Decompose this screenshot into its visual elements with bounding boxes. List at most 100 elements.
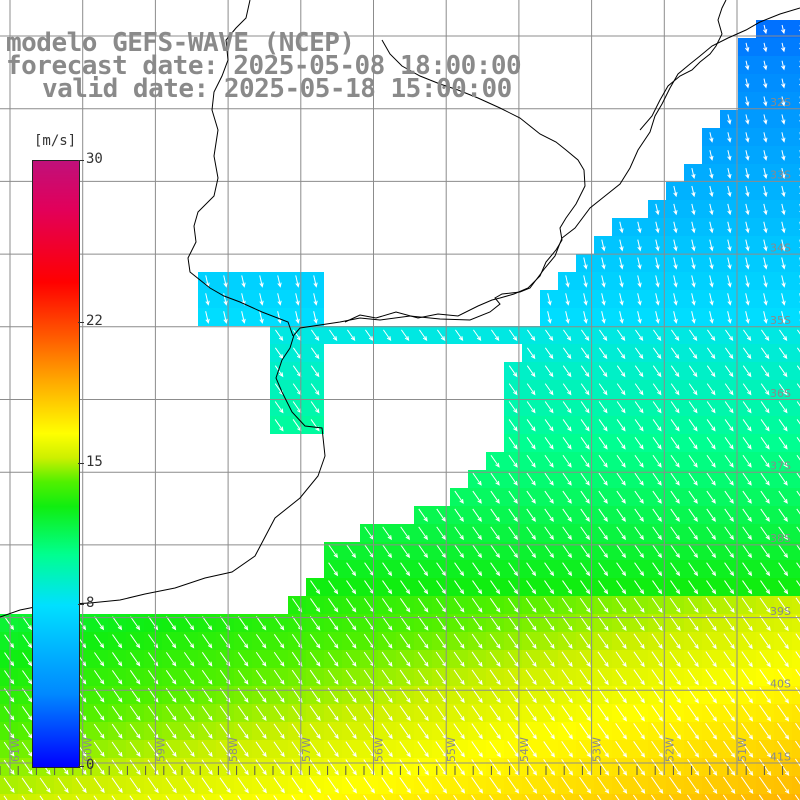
wind-arrow	[238, 616, 249, 631]
wind-arrow	[565, 293, 570, 306]
valid-date: valid date: 2025-05-18 15:00:00	[42, 74, 512, 104]
wind-arrow	[562, 544, 573, 559]
wind-arrow	[39, 777, 51, 794]
wind-arrow	[688, 562, 699, 577]
wind-arrow	[310, 365, 320, 378]
wind-arrow	[453, 705, 465, 722]
wind-cell	[720, 794, 738, 800]
wind-arrow	[561, 794, 566, 800]
wind-arrow	[722, 776, 736, 794]
wind-arrow	[165, 795, 170, 800]
wind-arrow	[616, 347, 626, 360]
wind-arrow	[130, 634, 141, 649]
wind-arrow	[598, 544, 609, 559]
wind-arrow	[763, 221, 768, 234]
wind-arrow	[472, 472, 482, 486]
wind-arrow	[763, 257, 768, 270]
wind-arrow	[3, 741, 15, 757]
wind-arrow	[634, 562, 645, 577]
wind-arrow	[273, 759, 285, 776]
wind-arrow	[129, 705, 141, 721]
wind-arrow	[94, 652, 105, 667]
wind-cell	[792, 776, 800, 794]
wind-arrow	[781, 257, 786, 270]
wind-arrow	[111, 777, 123, 794]
wind-arrow	[724, 508, 734, 522]
wind-arrow	[727, 275, 732, 288]
wind-arrow	[471, 615, 483, 631]
wind-arrow	[691, 203, 696, 216]
wind-arrow	[796, 454, 800, 461]
wind-arrow	[129, 670, 141, 685]
wind-arrow	[615, 633, 627, 650]
latitude-labels: 32S 33S 34S 35S 36S 37S 38S 39S 40S 41S	[770, 96, 791, 763]
colorbar	[32, 160, 80, 768]
wind-arrow	[399, 741, 411, 758]
wind-arrow	[724, 490, 734, 504]
wind-arrow	[471, 741, 483, 758]
wind-arrow	[237, 705, 249, 721]
wind-arrow	[471, 794, 476, 800]
wind-arrow	[561, 776, 574, 794]
wind-arrow	[3, 706, 15, 721]
longitude-labels: 61W 60W 59W 58W 57W 56W 55W 54W 53W 52W 51W	[9, 737, 749, 762]
wind-arrow	[724, 383, 734, 396]
wind-arrow	[544, 580, 555, 595]
wind-arrow	[727, 311, 732, 324]
wind-arrow	[580, 365, 590, 378]
wind-arrow	[311, 329, 320, 342]
wind-arrow	[525, 651, 537, 668]
wind-arrow	[561, 615, 573, 631]
wind-arrow	[724, 401, 734, 414]
wind-arrow	[381, 777, 393, 794]
wind-arrow	[781, 167, 786, 180]
wind-arrow	[795, 651, 800, 659]
wind-arrow	[543, 723, 555, 740]
wind-arrow	[436, 508, 446, 522]
longitude-label: 55W	[445, 737, 458, 762]
wind-arrow	[581, 329, 590, 342]
wind-arrow	[580, 383, 590, 396]
wind-arrow	[345, 777, 357, 794]
wind-arrow	[634, 490, 644, 504]
wind-arrow	[673, 203, 678, 216]
wind-arrow	[633, 669, 645, 686]
wind-arrow	[201, 759, 213, 776]
wind-cell	[360, 794, 378, 800]
wind-arrow	[562, 347, 572, 360]
wind-arrow	[435, 598, 447, 613]
wind-arrow	[508, 365, 518, 378]
wind-arrow	[201, 669, 213, 685]
wind-arrow	[669, 776, 682, 794]
wind-arrow	[454, 562, 465, 577]
wind-arrow	[760, 437, 770, 450]
wind-arrow	[758, 794, 764, 800]
graticule	[0, 0, 800, 775]
wind-cell	[792, 794, 800, 800]
wind-arrow	[651, 597, 663, 613]
wind-arrow	[472, 580, 483, 595]
wind-arrow	[381, 741, 393, 758]
wind-arrow	[508, 437, 518, 450]
wind-arrow	[259, 311, 264, 324]
wind-arrow	[616, 508, 626, 522]
wind-arrow	[687, 651, 699, 668]
wind-arrow	[742, 562, 753, 577]
wind-arrow	[471, 759, 483, 776]
wind-arrow	[381, 705, 393, 722]
wind-arrow	[454, 526, 464, 541]
latitude-label: 32S	[770, 96, 791, 109]
wind-arrow	[21, 759, 33, 775]
wind-arrow	[561, 723, 573, 740]
wind-arrow	[615, 669, 627, 686]
wind-arrow	[471, 669, 483, 686]
wind-arrow	[327, 669, 339, 685]
colorbar-tickmark	[78, 463, 84, 464]
wind-arrow	[417, 669, 429, 685]
wind-arrow	[489, 597, 501, 613]
wind-arrow	[601, 239, 606, 252]
wind-arrow	[381, 669, 393, 685]
wind-arrow	[723, 615, 735, 632]
wind-arrow	[310, 598, 321, 613]
wind-arrow	[544, 365, 554, 378]
